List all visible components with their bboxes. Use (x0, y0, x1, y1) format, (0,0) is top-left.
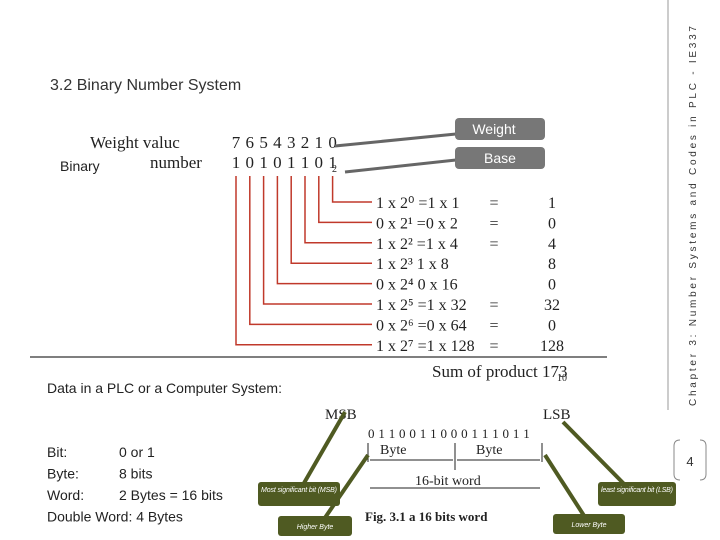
weight-digit: 6 (246, 133, 255, 152)
word-label: 16-bit word (415, 474, 481, 489)
bit-digit: 1 (232, 153, 241, 172)
row-equals: = (489, 297, 498, 314)
callout-box (455, 147, 545, 169)
definition-term: Byte: (47, 466, 79, 482)
weight-digit: 1 (315, 133, 324, 152)
callout-box (598, 482, 676, 506)
row-equals: = (489, 195, 498, 212)
weight-label: Weight valuc (90, 133, 180, 152)
figure-2: MSB LSB 0 1 1 0 0 1 1 0 0 0 1 1 1 0 1 1 … (320, 398, 582, 532)
definition-term: Bit: (47, 444, 67, 460)
row-result: 32 (544, 297, 560, 314)
bit-digit: 1 (259, 153, 268, 172)
callout-pointer (318, 453, 370, 527)
connector (262, 176, 372, 305)
sidebar-text: Chapter 3: Number Systems and Codes in P… (688, 26, 699, 406)
bit-digit: 0 (315, 153, 324, 172)
bit-digit: 0 (273, 153, 282, 172)
definition-value: 8 bits (119, 466, 152, 482)
callout-box (553, 514, 625, 534)
word-bits: 0 1 1 0 0 1 1 0 0 0 1 1 1 0 1 1 (368, 426, 530, 441)
callout-pointer (298, 411, 347, 491)
weight-digit: 5 (259, 133, 268, 152)
lsb-label: LSB (543, 407, 571, 423)
callout-box (278, 516, 352, 536)
row-expression: 1 x 2⁰ =1 x 1 (376, 195, 459, 212)
callout-pointer (334, 132, 457, 148)
definition-value: 2 Bytes = 16 bits (119, 487, 223, 503)
row-equals: = (489, 236, 498, 253)
row-expression: 0 x 2⁶ =0 x 64 (376, 317, 467, 334)
row-result: 1 (548, 195, 556, 212)
data-heading: Data in a PLC or a Computer System: (47, 380, 282, 396)
connector (235, 176, 372, 346)
definition-term: Double Word: 4 Bytes (47, 509, 183, 525)
msb-callout: Most significant bit (MSB) (261, 487, 337, 494)
row-result: 128 (540, 338, 564, 355)
bits-base: 2 (332, 164, 337, 175)
row-result: 0 (548, 215, 556, 232)
higher-byte-callout: Higher Byte (297, 524, 334, 531)
callout-pointer (543, 453, 592, 527)
connector (290, 176, 372, 264)
callout-box (258, 482, 340, 506)
connector (249, 176, 372, 326)
sum-label: Sum of product 173 (432, 362, 568, 381)
bit-digit: 1 (287, 153, 296, 172)
lsb-callout: least significant bit (LSB) (601, 487, 673, 494)
row-expression: 0 x 2¹ =0 x 2 (376, 215, 458, 232)
weight-digit: 7 (232, 133, 241, 152)
msb-label: MSB (325, 407, 357, 423)
byte-label: Byte (476, 443, 502, 458)
figure-caption: Fig. 3.1 a 16 bits word (365, 509, 488, 524)
row-expression: 1 x 2² =1 x 4 (376, 236, 458, 253)
row-equals: = (489, 338, 498, 355)
row-result: 0 (548, 277, 556, 294)
bit-digit: 1 (328, 153, 337, 172)
row-expression: 1 x 2³ 1 x 8 (376, 256, 449, 273)
row-equals: = (489, 215, 498, 232)
base-callout: Base (484, 150, 516, 166)
row-result: 8 (548, 256, 556, 273)
weight-callout: Weight (472, 121, 515, 137)
page-number: 4 (686, 454, 693, 469)
bit-digit: 1 (301, 153, 310, 172)
binary-callout: Binary (60, 158, 100, 174)
figure-frame (320, 398, 582, 532)
callout-pointer (561, 420, 632, 492)
connector (304, 176, 372, 244)
weight-digit: 0 (328, 133, 337, 152)
connector (331, 176, 372, 203)
bit-digit: 0 (246, 153, 255, 172)
row-result: 0 (548, 317, 556, 334)
row-result: 4 (548, 236, 556, 253)
row-equals: = (489, 317, 498, 334)
binary-label: number (150, 153, 202, 172)
row-expression: 0 x 2⁴ 0 x 16 (376, 277, 458, 294)
byte-label: Byte (380, 443, 406, 458)
callouts: Most significant bit (MSB) least signifi… (258, 411, 676, 536)
weight-digit: 2 (301, 133, 310, 152)
row-expression: 1 x 2⁷ =1 x 128 (376, 338, 475, 355)
sum-base: 10 (557, 373, 567, 384)
definition-term: Word: (47, 487, 84, 503)
weight-digit: 3 (287, 133, 296, 152)
callout-box (455, 118, 545, 140)
row-expression: 1 x 2⁵ =1 x 32 (376, 297, 467, 314)
callout-pointer (344, 158, 457, 174)
page-number-frame (673, 439, 707, 481)
lower-byte-callout: Lower Byte (571, 522, 606, 529)
connector (276, 176, 372, 285)
definition-value: 0 or 1 (119, 444, 155, 460)
connector (318, 176, 372, 224)
weight-digit: 4 (273, 133, 282, 152)
slide-title: 3.2 Binary Number System (50, 77, 241, 94)
